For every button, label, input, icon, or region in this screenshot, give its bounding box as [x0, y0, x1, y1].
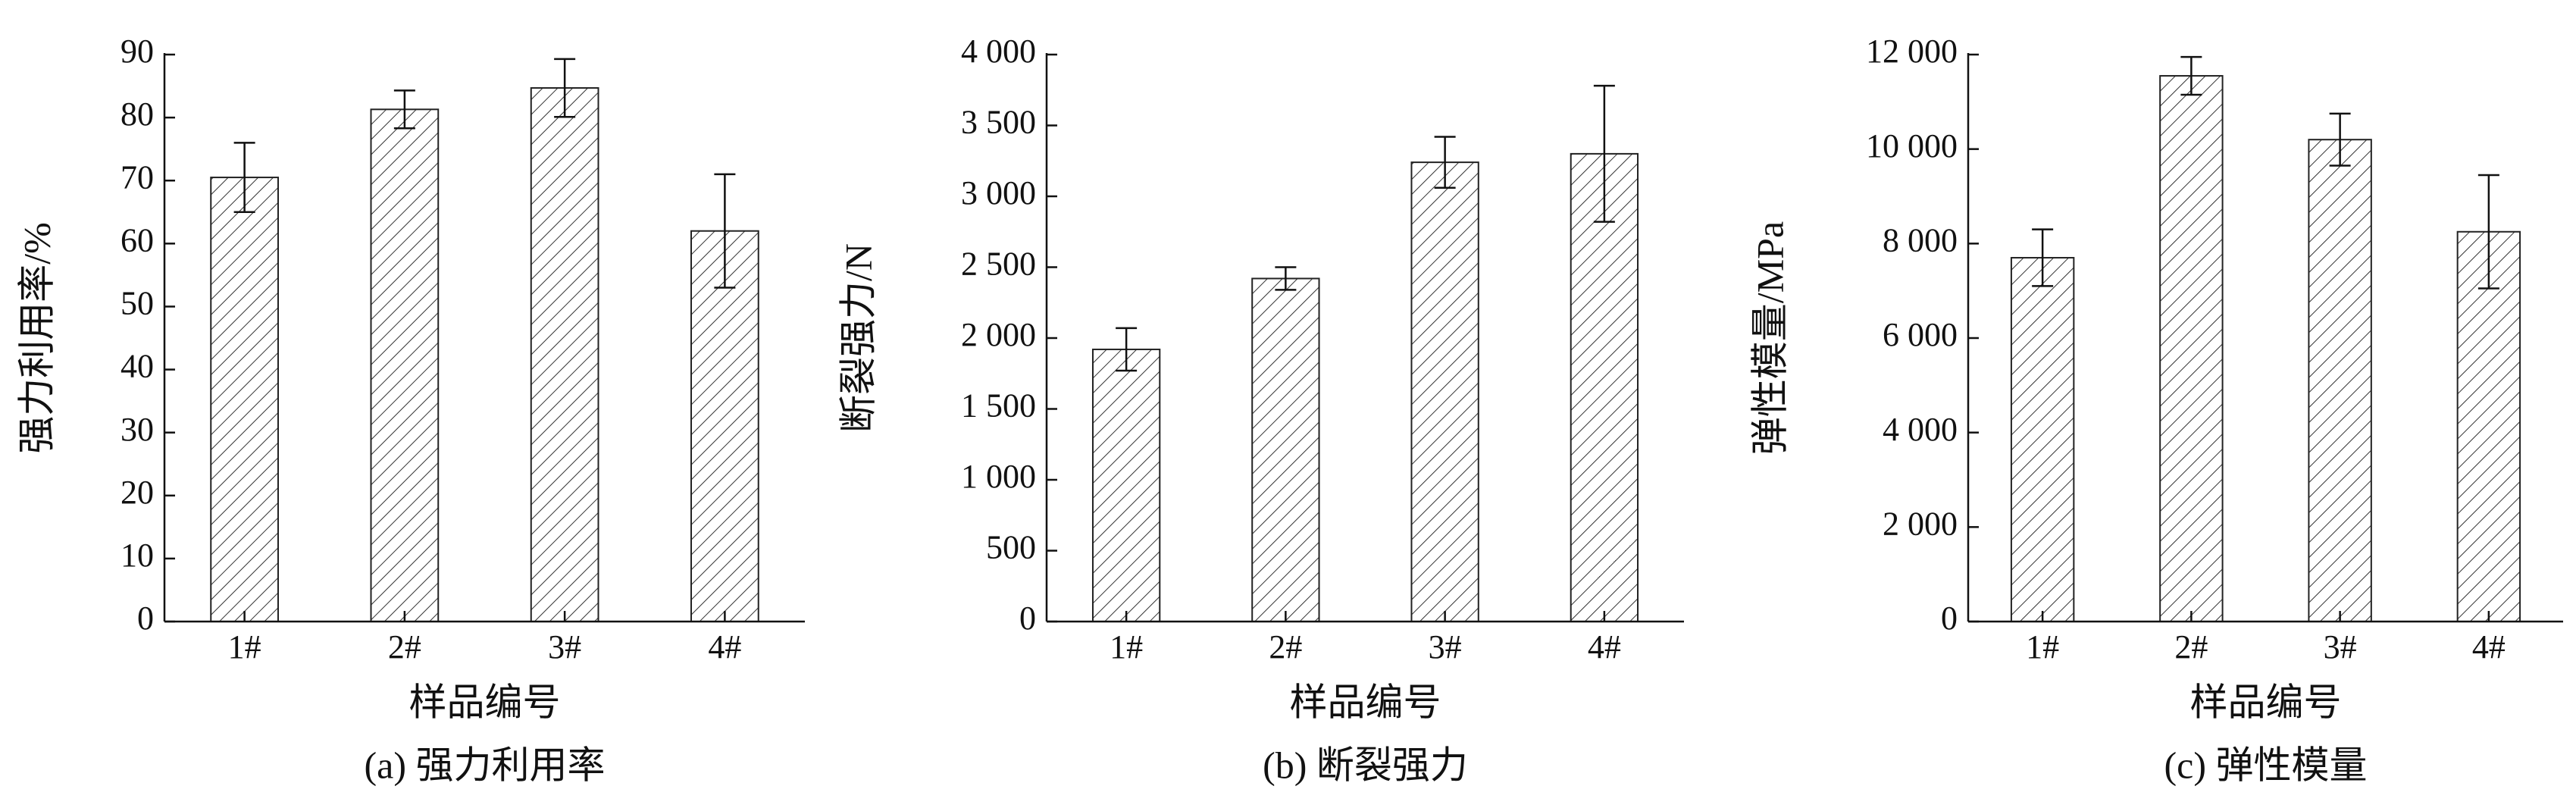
y-tick-label: 0 [1019, 600, 1036, 637]
x-tick-label: 4# [2472, 628, 2506, 666]
bar [210, 177, 279, 623]
x-tick-label: 1# [1110, 628, 1143, 666]
x-tick-label: 1# [228, 628, 261, 666]
y-tick-label: 30 [121, 411, 154, 448]
bar [1570, 152, 1639, 622]
bar [1410, 161, 1479, 622]
x-axis-label: 样品编号 [2190, 681, 2342, 723]
bar [690, 230, 759, 622]
x-tick-label: 3# [548, 628, 581, 666]
y-tick-label: 20 [121, 474, 154, 511]
y-tick-label: 1 500 [961, 387, 1036, 424]
y-tick-label: 2 000 [961, 316, 1036, 353]
bar [2456, 230, 2521, 622]
y-tick-label: 8 000 [1883, 221, 1958, 258]
y-tick-label: 80 [121, 96, 154, 133]
x-tick-label: 4# [708, 628, 741, 666]
bar [1251, 277, 1320, 622]
y-tick-label: 10 [121, 537, 154, 574]
y-tick-label: 0 [137, 600, 154, 637]
x-tick-label: 3# [1429, 628, 1462, 666]
y-tick-label: 12 000 [1866, 33, 1958, 70]
bar [530, 87, 599, 622]
caption: (c) 弹性模量 [2164, 744, 2368, 786]
y-axis-label: 强力利用率/% [15, 222, 58, 454]
y-tick-label: 3 500 [961, 104, 1036, 141]
y-tick-label: 4 000 [961, 33, 1036, 70]
y-axis-label: 断裂强力/N [837, 243, 879, 433]
x-axis-label: 样品编号 [409, 681, 561, 723]
y-tick-label: 6 000 [1883, 316, 1958, 353]
y-tick-label: 40 [121, 348, 154, 385]
bar [1091, 348, 1161, 622]
bar [2159, 75, 2224, 623]
y-tick-label: 500 [986, 529, 1036, 566]
bar [370, 108, 440, 623]
y-tick-label: 90 [121, 33, 154, 70]
x-axis-label: 样品编号 [1290, 681, 1441, 723]
x-tick-label: 3# [2324, 628, 2357, 666]
y-tick-label: 2 500 [961, 246, 1036, 283]
y-tick-label: 0 [1941, 600, 1958, 637]
y-tick-label: 2 000 [1883, 505, 1958, 542]
x-tick-label: 2# [2174, 628, 2208, 666]
y-axis-label: 弹性模量/MPa [1748, 221, 1791, 455]
y-tick-label: 3 000 [961, 174, 1036, 211]
y-tick-label: 60 [121, 221, 154, 258]
caption: (a) 强力利用率 [365, 744, 606, 786]
bar [2308, 139, 2372, 622]
bar [2010, 257, 2075, 622]
y-tick-label: 70 [121, 158, 154, 196]
y-tick-label: 1 000 [961, 458, 1036, 495]
x-tick-label: 2# [388, 628, 421, 666]
y-tick-label: 50 [121, 285, 154, 322]
caption: (b) 断裂强力 [1263, 744, 1468, 786]
y-tick-label: 4 000 [1883, 411, 1958, 448]
x-tick-label: 1# [2026, 628, 2059, 666]
y-tick-label: 10 000 [1866, 127, 1958, 164]
x-tick-label: 2# [1269, 628, 1302, 666]
x-tick-label: 4# [1588, 628, 1621, 666]
